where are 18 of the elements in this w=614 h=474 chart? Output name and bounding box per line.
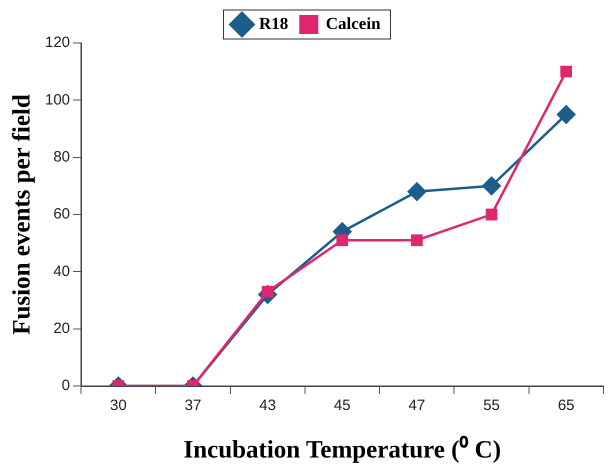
y-tick-label: 40 (53, 262, 70, 280)
x-tick-label: 45 (334, 397, 351, 414)
x-tick-label: 65 (558, 397, 575, 414)
legend-label: R18 (258, 14, 288, 33)
x-tick-label: 47 (408, 397, 426, 414)
y-tick-label: 120 (44, 34, 70, 52)
y-tick-label: 80 (53, 148, 70, 166)
y-tick-label: 60 (53, 206, 70, 223)
x-tick-label: 37 (184, 397, 202, 414)
x-tick-label: 55 (483, 397, 500, 414)
x-tick-label: 30 (110, 397, 127, 414)
y-tick-label: 100 (44, 91, 70, 108)
legend-label: Calcein (326, 14, 382, 33)
y-tick-label: 0 (62, 377, 70, 394)
x-tick-label: 43 (259, 397, 276, 414)
y-axis-title: Fusion events per field (8, 94, 36, 335)
y-tick-label: 20 (53, 320, 70, 337)
x-axis-title: Incubation Temperature (⁰ C) (183, 435, 502, 464)
